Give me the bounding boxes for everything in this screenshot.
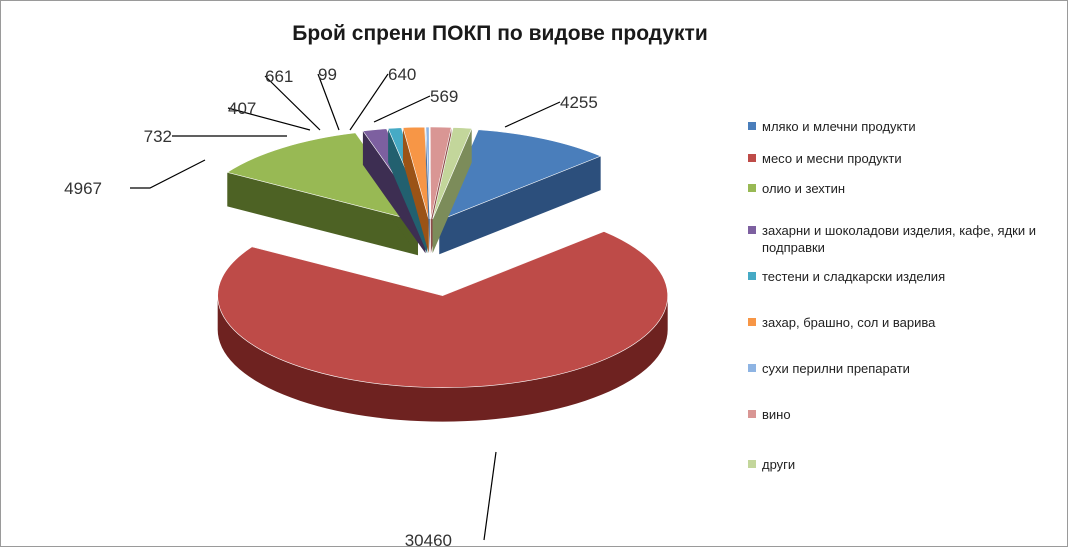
leader-line-mlyako — [504, 101, 561, 128]
pie-slice-suhi — [425, 126, 431, 254]
legend-item-suhi: сухи перилни препарати — [748, 360, 1052, 377]
legend-swatch — [748, 226, 756, 234]
legend-item-meso: месо и месни продукти — [748, 150, 1052, 167]
legend-swatch — [748, 410, 756, 418]
legend-swatch — [748, 460, 756, 468]
legend-label: други — [762, 457, 796, 472]
chart-title: Брой спрени ПОКП по видове продукти — [292, 22, 708, 45]
legend-label: мляко и млечни продукти — [762, 119, 916, 134]
pie-slice-zahar — [402, 126, 429, 254]
legend-swatch — [748, 364, 756, 372]
data-label-olio: 4967 — [64, 179, 102, 198]
pie-slice-meso — [217, 231, 668, 422]
leader-line-vino — [349, 73, 389, 131]
legend-label: месо и месни продукти — [762, 151, 902, 166]
legend-item-olio: олио и зехтин — [748, 180, 1052, 197]
legend-label: захарни и шоколадови изделия, кафе, ядки… — [762, 223, 1037, 255]
leader-line-zahar — [264, 75, 321, 131]
legend-swatch — [748, 272, 756, 280]
legend-item-zahar: захар, брашно, сол и варива — [748, 314, 1052, 331]
legend-label: сухи перилни препарати — [762, 361, 910, 376]
data-label-suhi: 99 — [318, 65, 337, 84]
data-label-testeni: 407 — [228, 99, 256, 118]
data-label-vino: 640 — [388, 65, 416, 84]
legend-swatch — [748, 184, 756, 192]
legend-item-mlyako: мляко и млечни продукти — [748, 118, 1052, 135]
data-label-zahar: 661 — [265, 67, 293, 86]
leader-line-suhi — [317, 73, 340, 131]
data-label-zaharni: 732 — [144, 127, 172, 146]
leader-line-drugi — [373, 95, 431, 123]
leader-line-meso — [483, 451, 497, 541]
data-label-drugi: 569 — [430, 87, 458, 106]
legend-swatch — [748, 154, 756, 162]
data-label-mlyako: 4255 — [560, 93, 598, 112]
legend-swatch — [748, 318, 756, 326]
legend-swatch — [748, 122, 756, 130]
leader-line-testeni — [227, 107, 311, 131]
legend-item-drugi: други — [748, 456, 1052, 473]
legend-label: захар, брашно, сол и варива — [762, 315, 936, 330]
legend-item-vino: вино — [748, 406, 1052, 423]
legend-label: вино — [762, 407, 791, 422]
data-label-meso: 30460 — [405, 531, 452, 549]
leader-line-olio — [130, 159, 206, 189]
legend-label: тестени и сладкарски изделия — [762, 269, 946, 284]
legend-item-testeni: тестени и сладкарски изделия — [748, 268, 1052, 285]
pie-slice-drugi — [432, 127, 473, 254]
legend-label: олио и зехтин — [762, 181, 846, 196]
legend-item-zaharni: захарни и шоколадови изделия, кафе, ядки… — [748, 222, 1052, 256]
